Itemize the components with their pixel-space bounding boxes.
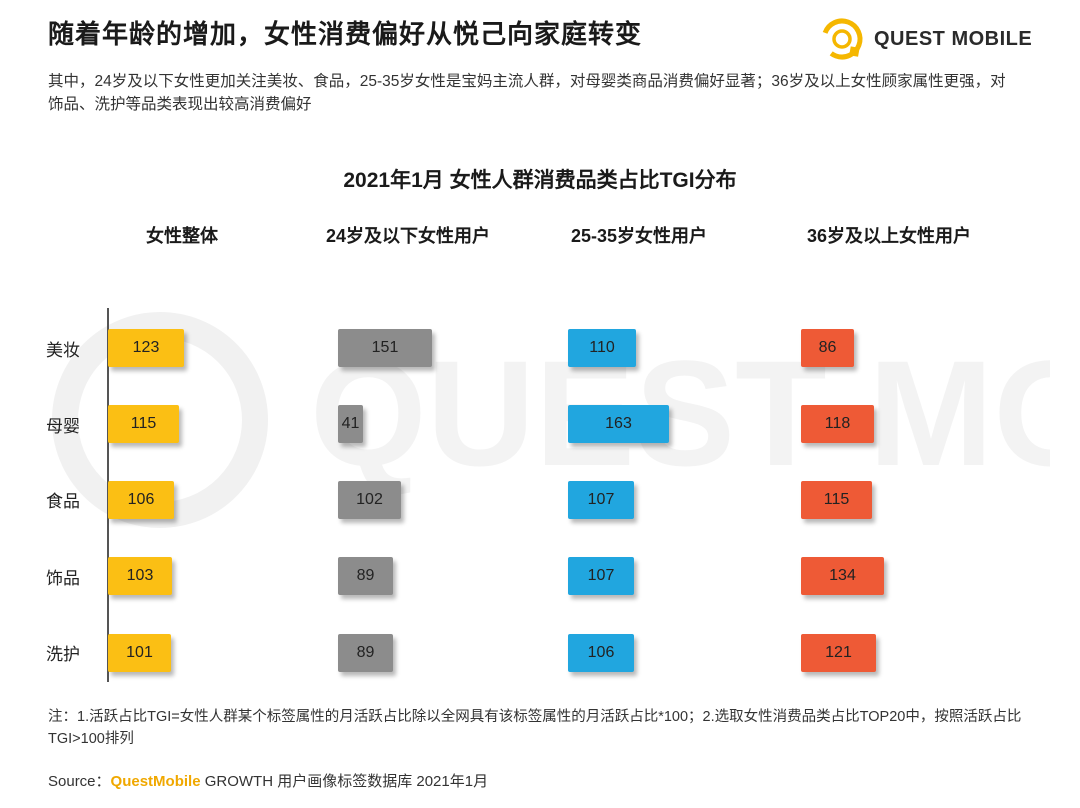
bar-value-label-1-3: 89 <box>356 567 375 584</box>
category-label-4: 洗护 <box>46 645 80 664</box>
bar-0-3: 103 <box>108 557 172 595</box>
bar-value-label-0-2: 106 <box>127 491 155 508</box>
bar-value-label-3-2: 115 <box>823 491 850 508</box>
bar-3-3: 134 <box>801 557 884 595</box>
bar-value-label-3-4: 121 <box>825 644 852 661</box>
category-label-2: 食品 <box>46 492 80 511</box>
bar-3-1: 118 <box>801 405 874 443</box>
bar-value-label-2-3: 107 <box>587 567 615 584</box>
bar-1-1: 41 <box>338 405 363 443</box>
bar-value-label-2-2: 107 <box>587 491 615 508</box>
bar-value-label-0-3: 103 <box>126 567 154 584</box>
bar-value-label-1-2: 102 <box>356 491 383 508</box>
bar-2-4: 106 <box>568 634 634 672</box>
bar-2-3: 107 <box>568 557 634 595</box>
bar-value-label-1-4: 89 <box>356 644 375 661</box>
bar-value-label-0-1: 115 <box>130 415 157 432</box>
bar-value-label-2-1: 163 <box>605 415 632 432</box>
bar-value-label-1-1: 41 <box>341 415 360 432</box>
bar-2-0: 110 <box>568 329 636 367</box>
source-description: GROWTH 用户画像标签数据库 2021年1月 <box>200 773 489 790</box>
bar-value-label-3-1: 118 <box>824 415 851 432</box>
series-header-1: 24岁及以下女性用户 <box>325 226 491 246</box>
bar-value-label-2-4: 106 <box>587 644 615 661</box>
bar-value-label-1-0: 151 <box>371 339 399 356</box>
category-label-1: 母婴 <box>46 417 80 436</box>
bar-value-label-0-0: 123 <box>132 339 160 356</box>
category-label-0: 美妆 <box>46 341 80 360</box>
bar-3-0: 86 <box>801 329 854 367</box>
quest-mobile-logo: QUEST MOBILE <box>818 12 1032 66</box>
bar-0-0: 123 <box>108 329 184 367</box>
source-label: Source： <box>48 773 111 790</box>
page-title: 随着年龄的增加，女性消费偏好从悦己向家庭转变 <box>48 19 643 49</box>
bar-value-label-2-0: 110 <box>589 339 615 356</box>
bar-0-4: 101 <box>108 634 171 672</box>
bar-3-4: 121 <box>801 634 876 672</box>
logo-text: QUEST MOBILE <box>874 27 1033 50</box>
footnote: 注：1.活跃占比TGI=女性人群某个标签属性的月活跃占比除以全网具有该标签属性的… <box>48 709 1022 747</box>
bar-value-label-3-3: 134 <box>829 567 856 584</box>
series-header-2: 25-35岁女性用户 <box>570 226 708 246</box>
source-brand: QuestMobile <box>110 773 201 790</box>
bar-1-0: 151 <box>338 329 432 367</box>
bar-1-3: 89 <box>338 557 393 595</box>
subtitle: 其中，24岁及以下女性更加关注美妆、食品，25-35岁女性是宝妈主流人群，对母婴… <box>48 73 1006 113</box>
source-line: Source：QuestMobile GROWTH 用户画像标签数据库 2021… <box>48 770 488 791</box>
bar-0-1: 115 <box>108 405 179 443</box>
category-label-3: 饰品 <box>46 569 80 588</box>
bar-1-4: 89 <box>338 634 393 672</box>
bar-3-2: 115 <box>801 481 872 519</box>
bar-0-2: 106 <box>108 481 174 519</box>
bar-2-1: 163 <box>568 405 669 443</box>
bar-1-2: 102 <box>338 481 401 519</box>
bar-value-label-3-0: 86 <box>818 339 837 356</box>
bar-value-label-0-4: 101 <box>126 644 153 661</box>
quest-mobile-logo-icon <box>821 18 863 60</box>
series-header-3: 36岁及以上女性用户 <box>806 226 972 246</box>
bar-2-2: 107 <box>568 481 634 519</box>
chart-title: 2021年1月 女性人群消费品类占比TGI分布 <box>343 169 737 192</box>
series-header-0: 女性整体 <box>146 226 218 246</box>
